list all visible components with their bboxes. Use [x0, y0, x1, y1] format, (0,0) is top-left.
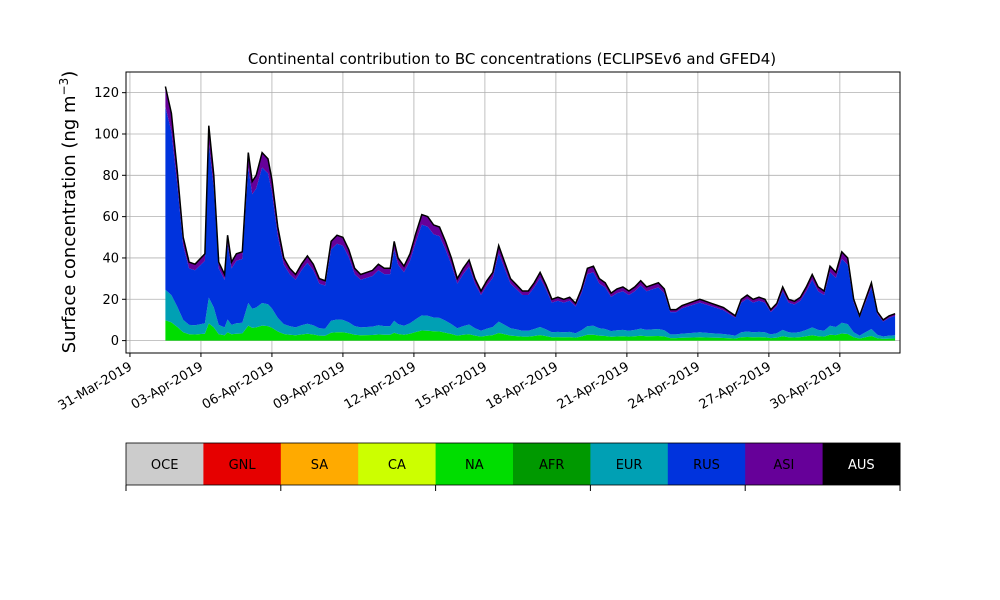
y-tick-label: 100: [94, 127, 119, 142]
x-tick-label: 18-Apr-2019: [484, 359, 561, 412]
x-tick-label: 30-Apr-2019: [768, 359, 845, 412]
y-tick-label: 20: [102, 293, 119, 308]
area-na: [165, 320, 896, 341]
legend-swatch-sa: [280, 443, 359, 485]
legend-swatch-rus: [667, 443, 746, 485]
area-eur: [165, 289, 896, 339]
x-tick-label: 03-Apr-2019: [129, 359, 206, 412]
y-tick-label: 40: [102, 251, 119, 266]
y-tick-label: 0: [111, 334, 119, 349]
legend-label-gnl: GNL: [229, 458, 257, 473]
y-tick-label: 120: [94, 86, 119, 101]
legend-label-aus: AUS: [848, 458, 875, 473]
legend-label-afr: AFR: [539, 458, 564, 473]
legend-frame: [125, 442, 901, 486]
legend-label-ca: CA: [388, 458, 406, 473]
total-line: [164, 86, 896, 321]
legend-label-asi: ASI: [773, 458, 794, 473]
legend-swatch-gnl: [203, 443, 282, 485]
legend-swatch-eur: [590, 443, 669, 485]
y-tick-label: 60: [102, 210, 119, 225]
x-tick-label: 09-Apr-2019: [271, 359, 348, 412]
legend-swatch-afr: [513, 443, 591, 485]
x-tick-label: 06-Apr-2019: [200, 359, 277, 412]
x-tick-label: 27-Apr-2019: [697, 359, 774, 412]
area-rus: [165, 106, 896, 337]
legend-swatch-ca: [358, 443, 437, 485]
x-tick-label: 15-Apr-2019: [413, 359, 490, 412]
legend-swatch-aus: [822, 443, 901, 485]
x-tick-label: 12-Apr-2019: [342, 359, 419, 412]
legend-label-eur: EUR: [616, 458, 643, 473]
legend-swatch-na: [435, 443, 514, 485]
x-tick-label: 24-Apr-2019: [626, 359, 703, 412]
stacked-areas: [165, 86, 896, 341]
chart-title: Continental contribution to BC concentra…: [248, 50, 776, 68]
x-tick-label: 21-Apr-2019: [555, 359, 632, 412]
y-axis-label-close: ): [59, 71, 80, 78]
legend-swatch-oce: [126, 443, 204, 485]
region-colorbar-legend: OCE GNL SA CA NA AFR EUR RUS ASI AUS: [125, 442, 901, 491]
plot-frame: [125, 71, 901, 354]
legend-label-rus: RUS: [693, 458, 720, 473]
legend-swatch-asi: [745, 443, 824, 485]
x-tick-label: 31-Mar-2019: [56, 359, 135, 413]
y-axis-label-superscript: −3: [57, 78, 71, 96]
legend-label-sa: SA: [311, 458, 328, 473]
x-axis: 31-Mar-201903-Apr-201906-Apr-201909-Apr-…: [56, 353, 845, 414]
y-axis-label: Surface concentration (ng m−3): [57, 71, 80, 354]
legend-label-oce: OCE: [151, 458, 179, 473]
y-axis-label-main: Surface concentration (ng m: [59, 95, 80, 353]
legend-label-na: NA: [465, 458, 484, 473]
y-axis: 0 20 40 60 80 100 120: [94, 86, 126, 349]
y-tick-label: 80: [102, 169, 119, 184]
